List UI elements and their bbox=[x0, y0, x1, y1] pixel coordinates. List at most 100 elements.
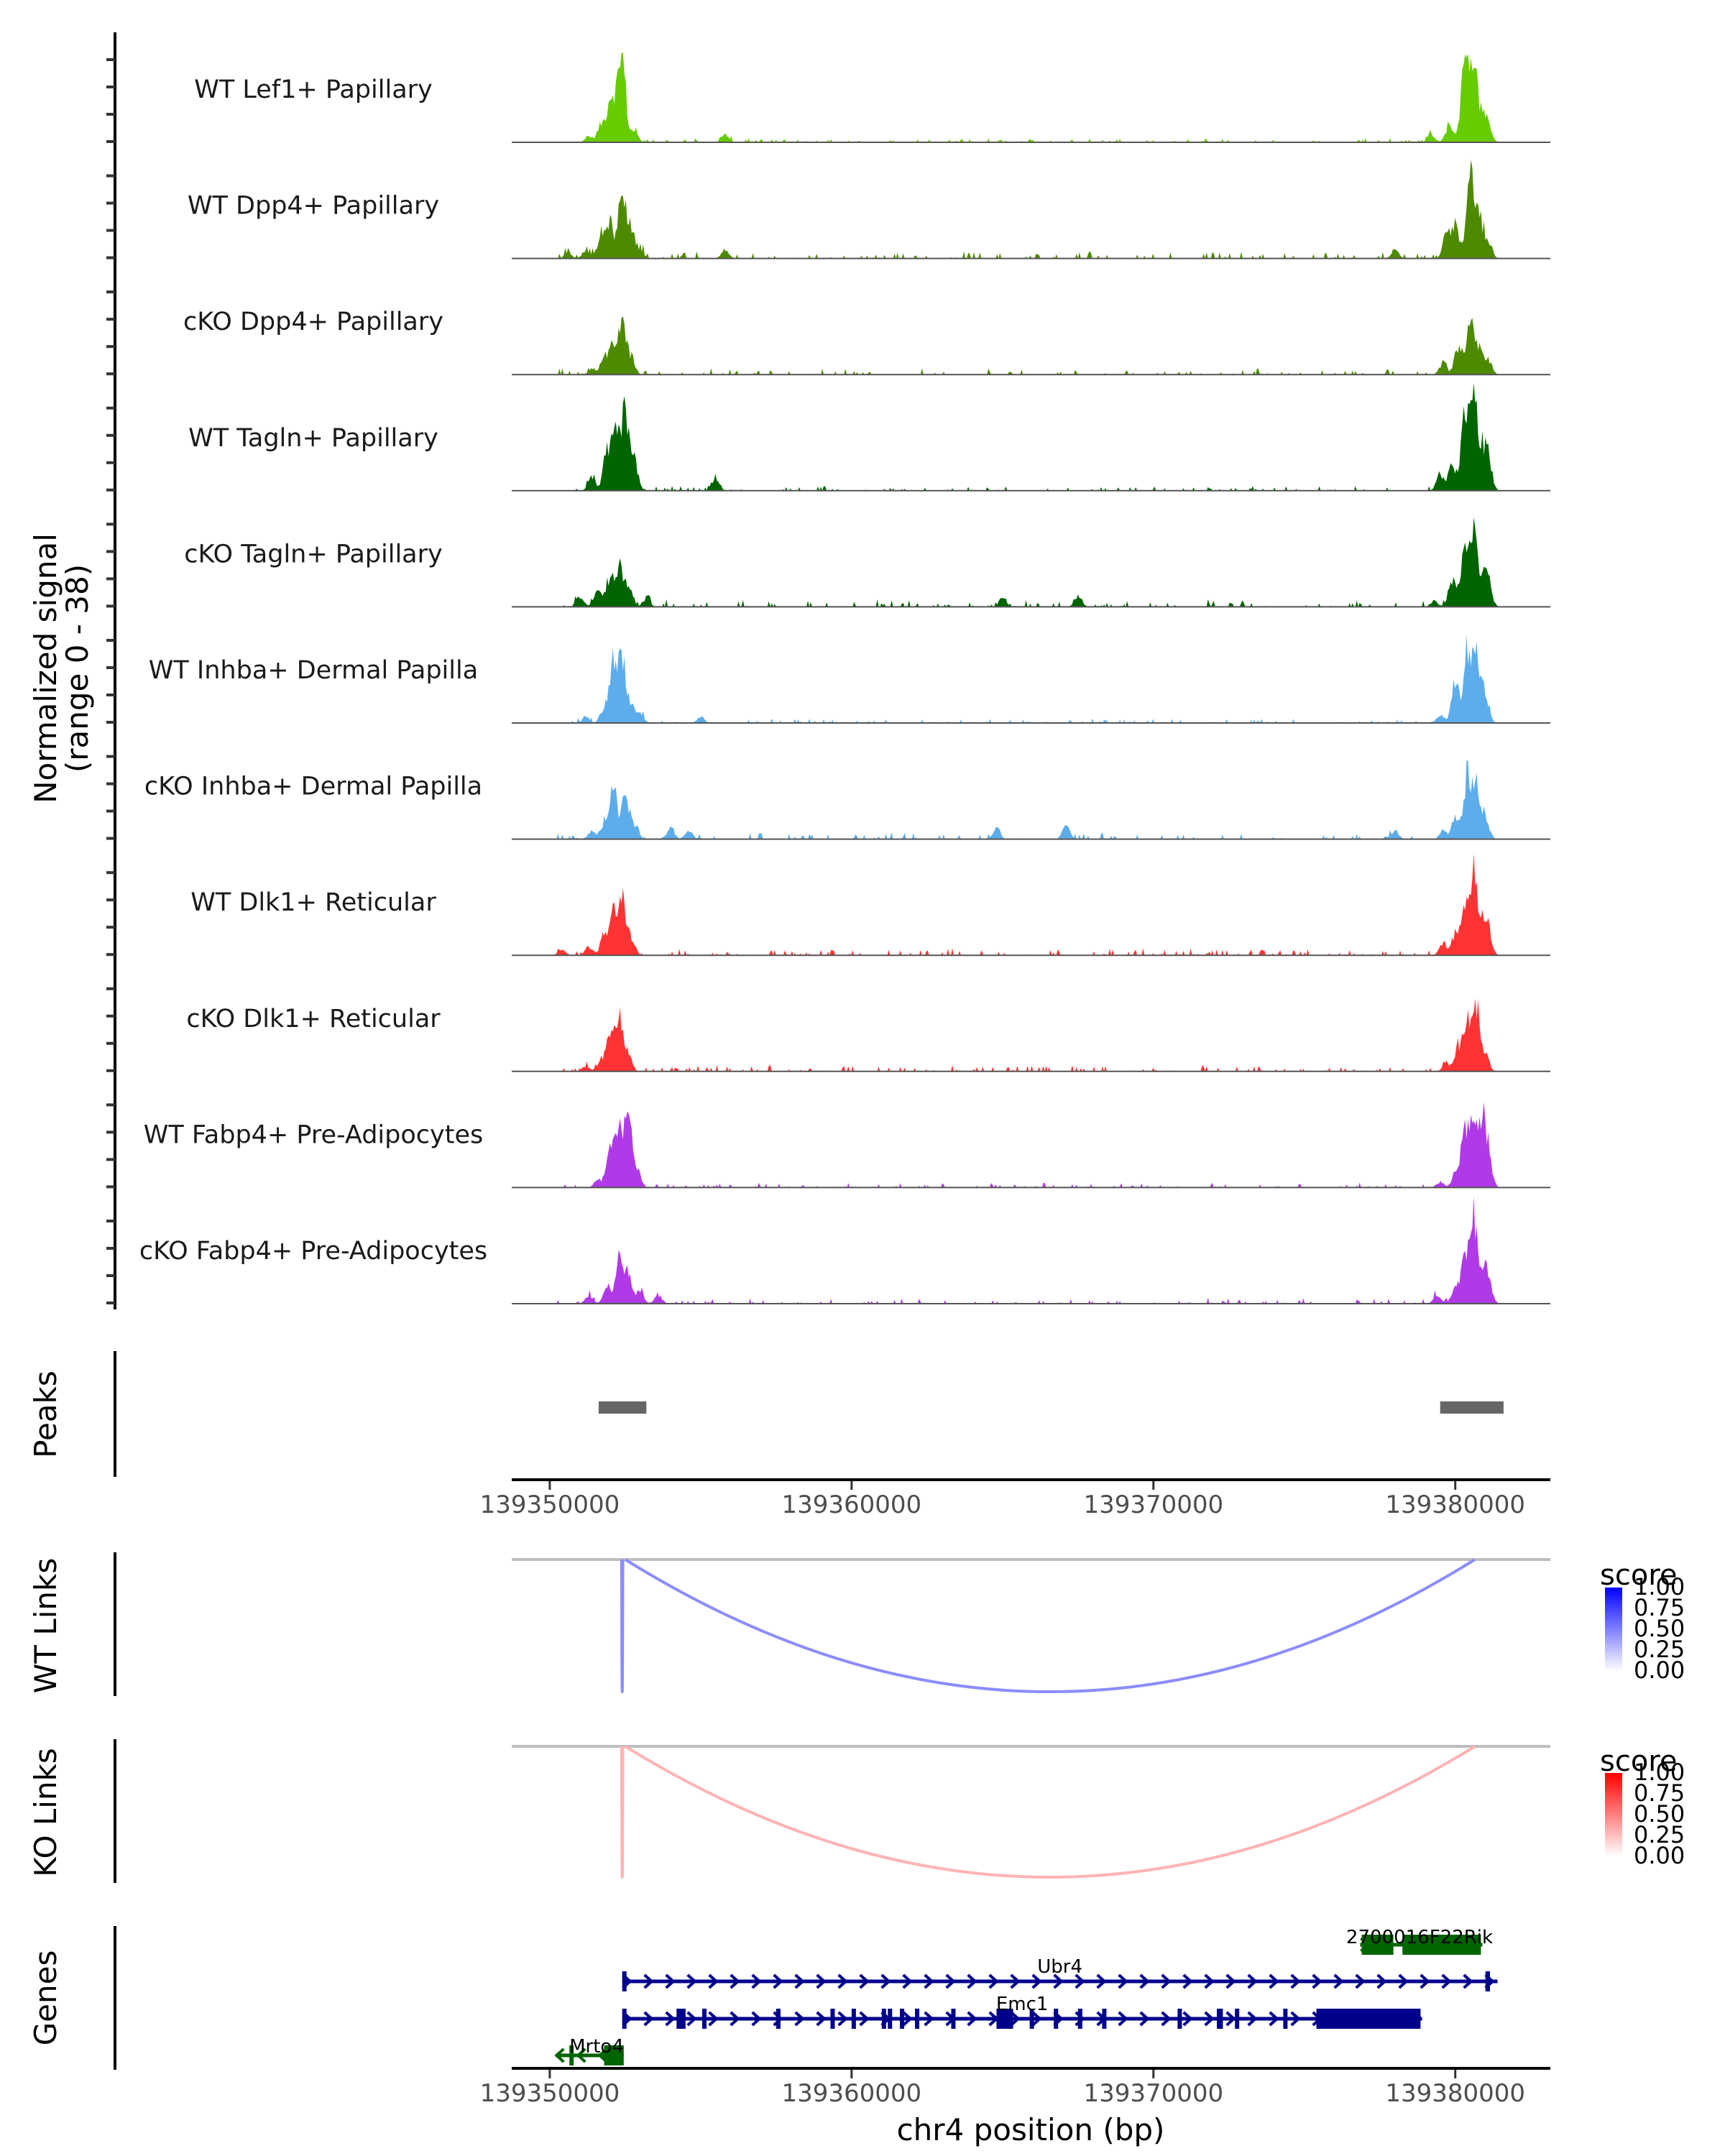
peaks-panel: Peaks 139350000 139360000 139370000 1393800… bbox=[28, 1351, 1550, 1519]
ko-legend-ticks: 1.000.750.500.250.00 bbox=[1634, 1759, 1685, 1869]
x-tick-label: 139350000 bbox=[480, 1491, 620, 1519]
strand-arrow-icon bbox=[1376, 1973, 1387, 1989]
coverage-area bbox=[512, 52, 1550, 142]
track-label: WT Inhba+ Dermal Papilla bbox=[149, 656, 478, 685]
track-label: WT Dlk1+ Reticular bbox=[190, 888, 436, 917]
gene-name-label: Mrto4 bbox=[569, 2036, 624, 2058]
gene-exon bbox=[1235, 2009, 1240, 2029]
strand-arrow-icon bbox=[686, 2011, 697, 2027]
strand-arrow-icon bbox=[816, 1973, 827, 1989]
strand-arrow-icon bbox=[1247, 1973, 1258, 1989]
gene-exon bbox=[1077, 2009, 1082, 2029]
gene-exon bbox=[1316, 2009, 1421, 2029]
legend-tick-label: 1.00 bbox=[1634, 1573, 1685, 1600]
strand-arrow-icon bbox=[1463, 1973, 1473, 1989]
strand-arrow-icon bbox=[643, 1973, 654, 1989]
strand-arrow-icon bbox=[880, 1973, 891, 1989]
coverage-tracks: WT Lef1+ Papillary WT Dpp4+ Papillary cKO … bbox=[139, 52, 1550, 1304]
strand-arrow-icon bbox=[1010, 2011, 1021, 2027]
coverage-track: cKO Dlk1+ Reticular bbox=[186, 998, 1550, 1072]
legend-tick-label: 0.50 bbox=[1634, 1615, 1685, 1642]
strand-arrow-icon bbox=[924, 1973, 934, 1989]
track-label: WT Dpp4+ Papillary bbox=[188, 192, 439, 221]
strand-arrow-icon bbox=[1269, 2011, 1279, 2027]
coverage-track: WT Dlk1+ Reticular bbox=[190, 853, 1550, 957]
wt-links-legend: score 1.000.750.500.250.00 bbox=[1600, 1559, 1685, 1684]
x-tick-label: 139360000 bbox=[782, 2079, 922, 2108]
strand-arrow-icon bbox=[1355, 1973, 1366, 1989]
gene-exon bbox=[851, 2009, 856, 2029]
legend-tick-label: 0.75 bbox=[1634, 1779, 1685, 1807]
gene-exon bbox=[881, 2009, 886, 2029]
strand-arrow-icon bbox=[1182, 2011, 1193, 2027]
gene-exon bbox=[1102, 2009, 1107, 2029]
strand-arrow-icon bbox=[1204, 2011, 1215, 2027]
genes-x-ticks: 139350000 139360000 139370000 139380000 bbox=[480, 2070, 1525, 2108]
track-label: cKO Dlk1+ Reticular bbox=[186, 1005, 441, 1033]
gene-exon bbox=[702, 2009, 707, 2029]
strand-arrow-icon bbox=[967, 2011, 978, 2027]
strand-arrow-icon bbox=[751, 2011, 762, 2027]
coverage-area bbox=[512, 517, 1550, 607]
wt-links-panel: WT Links score 1.000.750.500.250.00 bbox=[28, 1552, 1685, 1696]
gene-exon bbox=[622, 1971, 627, 1991]
gene-exon bbox=[915, 2009, 920, 2029]
strand-arrow-icon bbox=[1161, 2011, 1172, 2027]
gene-exon bbox=[676, 2009, 686, 2029]
strand-arrow-icon bbox=[902, 1973, 913, 1989]
gene-exon bbox=[1029, 2009, 1034, 2029]
gene-exon bbox=[604, 2045, 624, 2065]
coverage-ylabel-line1: Normalized signal bbox=[28, 533, 63, 803]
strand-arrow-icon bbox=[730, 1973, 740, 1989]
peak-bar bbox=[1440, 1401, 1504, 1414]
link-arc bbox=[624, 1558, 1476, 1693]
track-label: cKO Fabp4+ Pre-Adipocytes bbox=[139, 1237, 487, 1266]
coverage-track: WT Lef1+ Papillary bbox=[194, 52, 1550, 143]
strand-arrow-icon bbox=[1139, 1973, 1150, 1989]
x-tick-label: 139370000 bbox=[1083, 1491, 1223, 1519]
x-tick-label: 139350000 bbox=[480, 2079, 620, 2108]
coverage-area bbox=[512, 1196, 1550, 1304]
strand-arrow-icon bbox=[794, 2011, 805, 2027]
genes-panel: Genes 2700016F22Rik Ubr4 Emc1 Mrto4 1393500… bbox=[28, 1926, 1550, 2147]
coverage-area bbox=[512, 160, 1550, 259]
strand-arrow-icon bbox=[686, 1973, 697, 1989]
x-tick-label: 139380000 bbox=[1385, 1491, 1525, 1519]
strand-arrow-icon bbox=[665, 2011, 676, 2027]
x-tick-label: 139370000 bbox=[1083, 2079, 1223, 2108]
gene-exon bbox=[900, 2009, 905, 2029]
coverage-track: cKO Inhba+ Dermal Papilla bbox=[144, 760, 1550, 840]
strand-arrow-icon bbox=[1312, 1973, 1322, 1989]
track-label: WT Lef1+ Papillary bbox=[194, 75, 433, 104]
gene-model: Mrto4 bbox=[554, 2036, 624, 2065]
wt-links-label: WT Links bbox=[28, 1558, 63, 1693]
strand-arrow-icon bbox=[665, 1973, 676, 1989]
ko-legend-colorbar bbox=[1605, 1773, 1622, 1856]
gene-exon bbox=[830, 2009, 835, 2029]
strand-arrow-icon bbox=[1290, 1973, 1301, 1989]
ko-links-label: KO Links bbox=[28, 1748, 63, 1877]
gene-exon bbox=[1485, 1971, 1491, 1991]
coverage-area bbox=[512, 853, 1550, 956]
gene-exon bbox=[622, 2009, 627, 2029]
legend-tick-label: 0.25 bbox=[1634, 1636, 1685, 1663]
coverage-ylabel-line2: (range 0 - 38) bbox=[60, 564, 95, 773]
strand-arrow-icon bbox=[902, 2011, 913, 2027]
strand-arrow-icon bbox=[1161, 1973, 1172, 1989]
genes-label: Genes bbox=[28, 1950, 63, 2046]
link-arc bbox=[620, 1746, 625, 1879]
x-tick-label: 139360000 bbox=[782, 1491, 922, 1519]
ko-link-arcs bbox=[620, 1745, 1476, 1879]
x-axis-label: chr4 position (bp) bbox=[897, 2112, 1165, 2147]
gene-exon bbox=[1283, 2009, 1288, 2029]
strand-arrow-icon bbox=[1182, 1973, 1193, 1989]
peaks-x-ticks: 139350000 139360000 139370000 139380000 bbox=[480, 1481, 1525, 1519]
strand-arrow-icon bbox=[1290, 2011, 1301, 2027]
strand-arrow-icon bbox=[708, 1973, 719, 1989]
strand-arrow-icon bbox=[1225, 1973, 1236, 1989]
gene-exon bbox=[1054, 2009, 1059, 2029]
strand-arrow-icon bbox=[1420, 1973, 1430, 1989]
strand-arrow-icon bbox=[837, 1973, 848, 1989]
strand-arrow-icon bbox=[1333, 1973, 1344, 1989]
strand-arrow-icon bbox=[859, 2011, 870, 2027]
